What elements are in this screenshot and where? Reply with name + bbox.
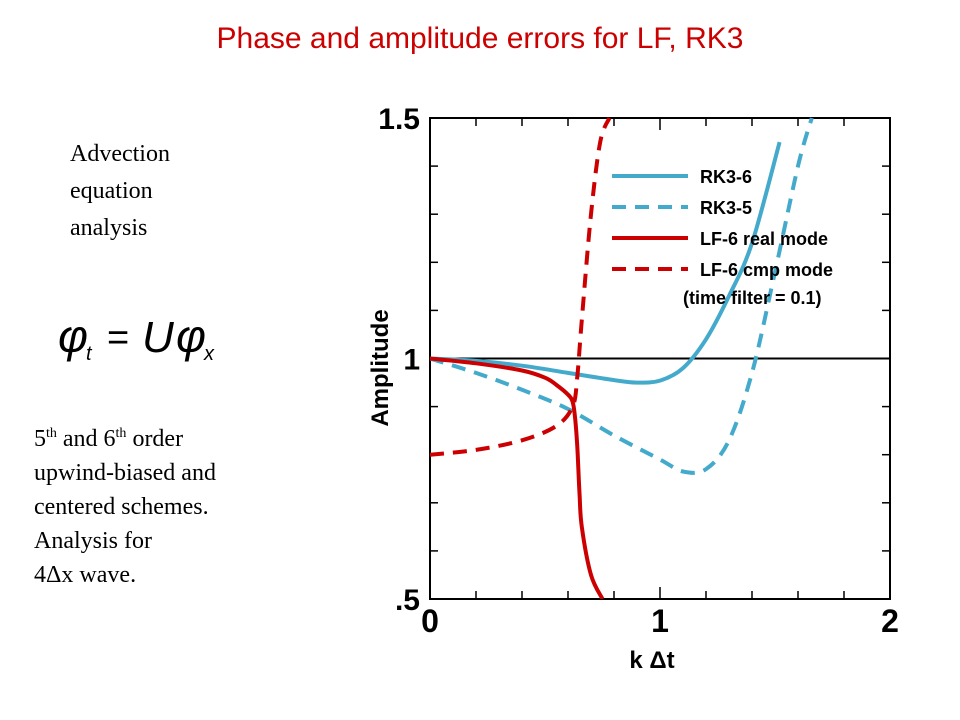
desc-line: 4Δx wave. bbox=[34, 562, 137, 588]
desc-line-1: 5th and 6th order bbox=[34, 426, 184, 452]
series-layer bbox=[430, 117, 814, 599]
y-tick-label: 1.5 bbox=[378, 103, 420, 136]
intro-line: equation bbox=[70, 178, 153, 204]
legend-label: LF-6 real mode bbox=[700, 229, 828, 249]
x-tick-label: 2 bbox=[881, 603, 899, 639]
legend-label: LF-6 cmp mode bbox=[700, 260, 833, 280]
intro-text: Advection equation analysis bbox=[70, 136, 170, 247]
slide-title: Phase and amplitude errors for LF, RK3 bbox=[216, 22, 744, 55]
description-text: 5th and 6th order upwind-biased and cent… bbox=[34, 417, 216, 592]
desc-line: centered schemes. bbox=[34, 494, 209, 520]
series-rk3-5 bbox=[430, 117, 814, 475]
intro-line: Advection bbox=[70, 141, 170, 167]
x-tick-label: 1 bbox=[651, 603, 669, 639]
x-tick-label: 0 bbox=[421, 603, 439, 639]
y-tick-label: .5 bbox=[395, 584, 420, 617]
desc-line: Analysis for bbox=[34, 528, 152, 554]
series-rk3-6 bbox=[430, 141, 782, 385]
series-lf-6-real-mode bbox=[430, 356, 605, 599]
legend-note: (time filter = 0.1) bbox=[683, 288, 822, 308]
legend-label: RK3-5 bbox=[700, 198, 752, 218]
y-tick-label: 1 bbox=[403, 344, 420, 377]
desc-line: upwind-biased and bbox=[34, 460, 216, 486]
legend-label: RK3-6 bbox=[700, 167, 752, 187]
x-axis-label: k Δt bbox=[629, 647, 674, 674]
intro-line: analysis bbox=[70, 215, 148, 241]
series-lf-6-cmp-mode bbox=[430, 117, 612, 457]
legend: RK3-6 RK3-5 LF-6 real mode LF-6 cmp mode bbox=[612, 167, 833, 280]
x-tick-labels: 0 1 2 bbox=[421, 603, 899, 639]
y-axis-label: Amplitude bbox=[367, 309, 394, 426]
y-tick-labels: 1.51.5 bbox=[378, 103, 420, 617]
